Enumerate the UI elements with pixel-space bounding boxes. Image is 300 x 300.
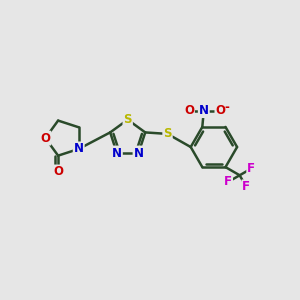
- Text: S: S: [163, 128, 172, 140]
- Text: N: N: [74, 142, 84, 155]
- Text: N: N: [134, 146, 143, 160]
- Text: N: N: [199, 104, 209, 117]
- Text: O: O: [53, 166, 63, 178]
- Text: N: N: [112, 146, 122, 160]
- Text: -: -: [224, 101, 229, 114]
- Text: O: O: [215, 104, 225, 117]
- Text: O: O: [184, 104, 194, 117]
- Text: F: F: [224, 176, 232, 188]
- Text: S: S: [124, 113, 132, 126]
- Text: O: O: [40, 132, 50, 145]
- Text: F: F: [242, 180, 250, 194]
- Text: F: F: [247, 162, 255, 175]
